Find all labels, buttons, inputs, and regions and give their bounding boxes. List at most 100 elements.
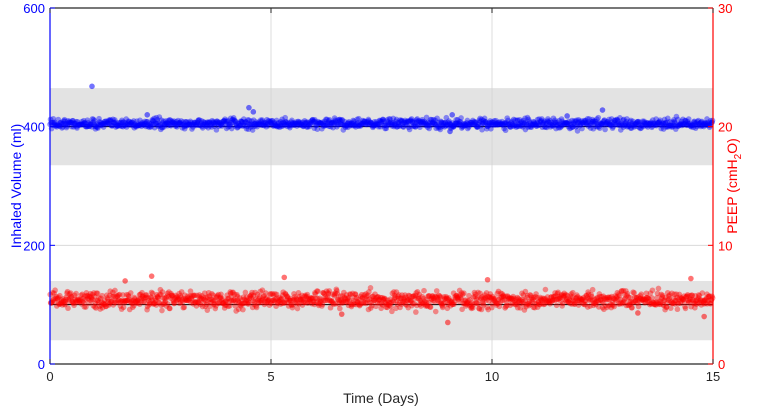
peep-point xyxy=(405,304,412,311)
peep-point xyxy=(550,296,556,303)
volume-point xyxy=(319,125,325,132)
volume-point xyxy=(140,121,146,128)
volume-point xyxy=(334,123,340,130)
peep-point xyxy=(300,298,307,305)
peep-point xyxy=(530,296,536,303)
peep-point xyxy=(668,299,675,305)
peep-point xyxy=(164,293,170,299)
volume-point xyxy=(301,118,308,124)
volume-point xyxy=(260,120,267,127)
volume-point xyxy=(261,119,268,126)
peep-point xyxy=(475,301,482,307)
peep-point xyxy=(417,297,424,304)
peep-point xyxy=(222,302,228,308)
peep-point xyxy=(242,300,248,306)
peep-point xyxy=(93,305,99,311)
peep-point xyxy=(94,290,101,297)
peep-point xyxy=(347,291,354,298)
peep-point xyxy=(698,302,705,308)
peep-point xyxy=(590,300,597,307)
peep-point xyxy=(398,295,404,302)
volume-point xyxy=(204,119,211,126)
volume-point xyxy=(107,116,114,123)
peep-point xyxy=(51,290,57,296)
peep-point xyxy=(345,298,351,305)
peep-point xyxy=(510,293,516,300)
volume-point xyxy=(336,119,342,125)
volume-point xyxy=(353,121,359,128)
volume-point xyxy=(313,122,320,128)
peep-point xyxy=(168,292,175,299)
peep-point xyxy=(227,290,234,297)
volume-point xyxy=(256,119,262,125)
volume-point xyxy=(226,123,233,130)
peep-point xyxy=(260,294,266,300)
peep-point xyxy=(346,297,353,303)
peep-point xyxy=(112,294,119,300)
peep-point xyxy=(526,302,532,309)
peep-point xyxy=(302,299,309,306)
volume-point xyxy=(135,122,142,129)
peep-point xyxy=(533,291,539,297)
peep-point xyxy=(487,291,494,297)
peep-point xyxy=(403,294,409,301)
volume-point xyxy=(143,123,149,130)
volume-point xyxy=(313,119,320,126)
volume-point xyxy=(262,119,269,126)
peep-point xyxy=(404,297,411,303)
peep-point xyxy=(298,296,304,302)
peep-point xyxy=(509,300,515,307)
peep-point xyxy=(678,295,685,302)
peep-point xyxy=(255,300,262,306)
peep-point xyxy=(441,296,448,302)
peep-point xyxy=(637,292,644,299)
peep-point xyxy=(299,292,305,299)
volume-point xyxy=(60,124,66,130)
peep-point xyxy=(310,298,317,305)
volume-point xyxy=(215,121,222,127)
peep-point xyxy=(121,298,127,304)
volume-point xyxy=(134,118,140,124)
peep-point xyxy=(191,292,198,299)
volume-point xyxy=(117,120,123,126)
volume-point xyxy=(254,123,260,130)
volume-point xyxy=(240,122,247,129)
volume-point xyxy=(339,122,346,128)
peep-point xyxy=(615,296,621,302)
peep-point xyxy=(443,295,450,302)
peep-point xyxy=(381,295,388,302)
peep-point xyxy=(638,296,645,303)
volume-point xyxy=(287,124,293,131)
peep-point xyxy=(552,293,559,299)
volume-point xyxy=(127,122,134,128)
volume-point xyxy=(262,122,269,128)
volume-point xyxy=(267,118,274,125)
peep-point xyxy=(266,296,272,303)
peep-point xyxy=(556,293,562,300)
peep-point xyxy=(625,302,631,308)
volume-point xyxy=(343,122,350,129)
volume-point xyxy=(322,120,329,127)
peep-point xyxy=(478,296,484,302)
peep-point xyxy=(105,296,111,303)
peep-point xyxy=(354,299,361,306)
peep-point xyxy=(64,288,71,295)
peep-point xyxy=(52,295,59,302)
peep-point xyxy=(106,292,113,299)
peep-point xyxy=(555,289,561,296)
peep-point xyxy=(118,298,124,304)
peep-point xyxy=(392,295,398,301)
volume-point xyxy=(336,116,343,123)
volume-point xyxy=(224,118,231,125)
volume-point xyxy=(171,118,177,124)
peep-point xyxy=(545,297,552,304)
peep-point xyxy=(277,301,284,307)
peep-point xyxy=(693,297,700,303)
peep-point xyxy=(122,297,128,304)
volume-point xyxy=(72,120,79,127)
peep-point xyxy=(385,299,392,306)
volume-point xyxy=(225,120,232,127)
volume-point xyxy=(126,121,133,128)
peep-point xyxy=(110,302,117,308)
peep-point xyxy=(609,298,616,304)
